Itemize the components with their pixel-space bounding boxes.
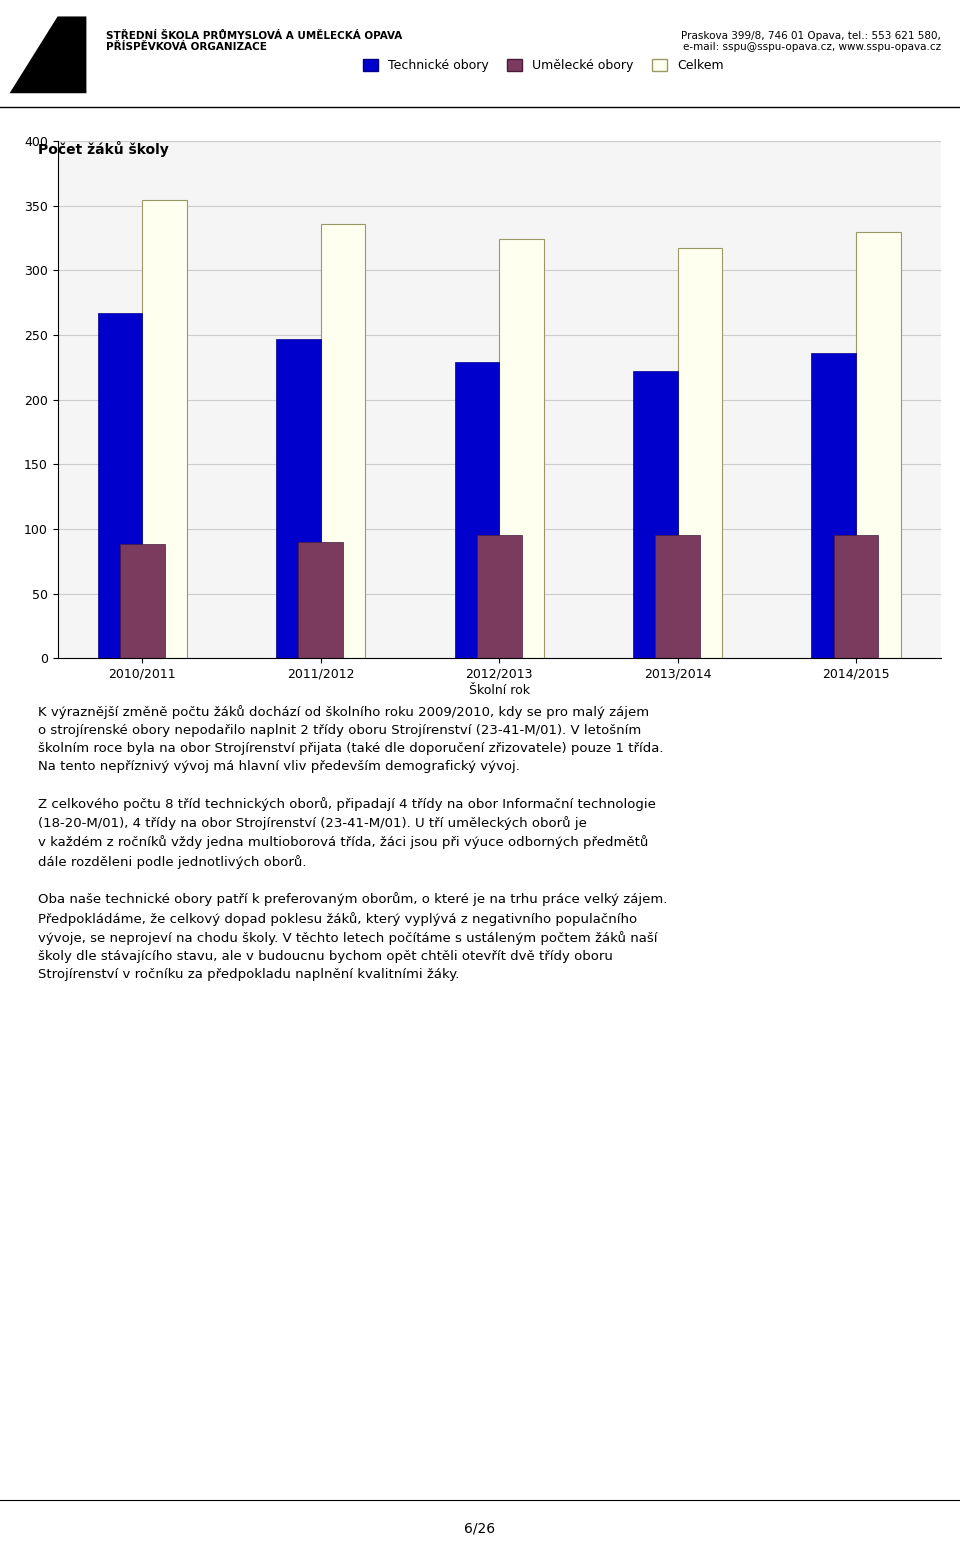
Text: K výraznější změně počtu žáků dochází od školního roku 2009/2010, kdy se pro mal: K výraznější změně počtu žáků dochází od… (38, 705, 668, 981)
Bar (499, 240, 543, 658)
Bar (455, 362, 499, 658)
Text: Praskova 399/8, 746 01 Opava, tel.: 553 621 580,
e-mail: sspu@sspu-opava.cz, www: Praskova 399/8, 746 01 Opava, tel.: 553 … (681, 31, 941, 52)
Text: STŘEDNÍ ŠKOLA PRŮMYSLOVÁ A UMĚLECKÁ OPAVA
PŘÍSPĚVKOVÁ ORGANIZACE: STŘEDNÍ ŠKOLA PRŮMYSLOVÁ A UMĚLECKÁ OPAV… (106, 31, 402, 52)
Bar (856, 232, 900, 658)
Bar (299, 542, 343, 658)
Bar (477, 536, 521, 658)
Legend: Technické obory, Umělecké obory, Celkem: Technické obory, Umělecké obory, Celkem (358, 55, 729, 77)
Bar (656, 536, 700, 658)
Bar (276, 338, 321, 658)
X-axis label: Školní rok: Školní rok (468, 683, 530, 697)
Text: Počet žáků školy: Počet žáků školy (38, 141, 169, 157)
Bar (633, 371, 678, 658)
Bar (811, 353, 856, 658)
Bar (833, 536, 878, 658)
Bar (678, 248, 722, 658)
Bar (120, 544, 165, 658)
Text: 6/26: 6/26 (465, 1522, 495, 1536)
Bar (321, 224, 366, 658)
Bar (142, 201, 187, 658)
Bar (98, 313, 142, 658)
Polygon shape (10, 16, 86, 92)
